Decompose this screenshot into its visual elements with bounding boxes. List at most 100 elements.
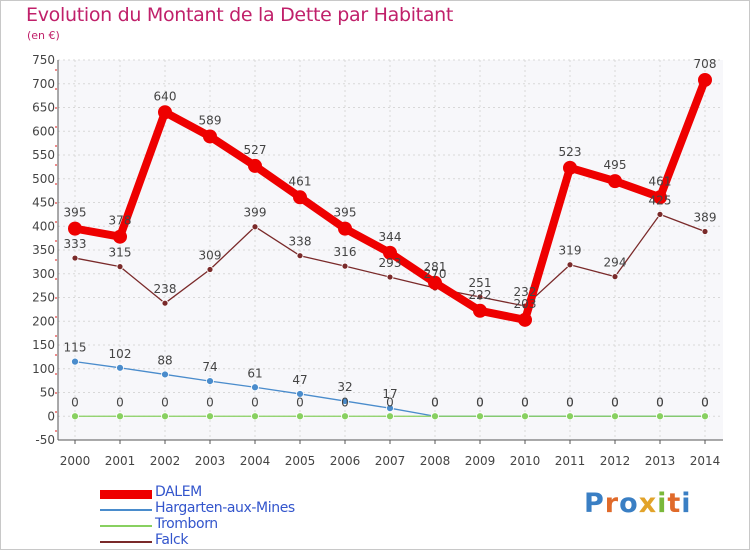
- data-point-dalem: [608, 174, 622, 189]
- data-label-tromborn: 0: [116, 395, 124, 409]
- data-point-hargarten-aux-mines: [206, 377, 214, 386]
- data-label-hargarten-aux-mines: 17: [382, 387, 397, 401]
- logo-letter: r: [604, 488, 620, 519]
- data-point-dalem: [518, 312, 532, 327]
- data-point-dalem: [158, 105, 172, 120]
- data-point-falck: [251, 223, 259, 231]
- data-label-hargarten-aux-mines: 0: [611, 395, 619, 409]
- data-label-hargarten-aux-mines: 0: [521, 395, 529, 409]
- data-point-tromborn: [161, 412, 169, 421]
- data-point-tromborn: [71, 412, 79, 421]
- data-label-tromborn: 0: [476, 395, 484, 409]
- y-tick-label: 200: [32, 314, 55, 328]
- y-tick-label: 150: [32, 338, 55, 352]
- data-label-falck: 319: [559, 244, 582, 258]
- data-point-falck: [116, 263, 124, 271]
- data-label-dalem: 395: [334, 206, 357, 220]
- data-point-tromborn: [296, 412, 304, 421]
- data-label-dalem: 495: [604, 158, 627, 172]
- data-point-falck: [611, 273, 619, 281]
- data-label-hargarten-aux-mines: 74: [202, 360, 217, 374]
- data-point-dalem: [293, 190, 307, 205]
- data-label-tromborn: 0: [71, 395, 79, 409]
- y-tick-label: 500: [32, 172, 55, 186]
- data-point-dalem: [383, 245, 397, 260]
- data-label-dalem: 344: [379, 230, 402, 244]
- data-point-hargarten-aux-mines: [341, 397, 349, 405]
- data-label-hargarten-aux-mines: 0: [656, 395, 664, 409]
- data-point-dalem: [68, 221, 82, 236]
- y-tick-label: -50: [35, 433, 55, 447]
- data-label-tromborn: 0: [341, 395, 349, 409]
- data-point-dalem: [428, 275, 442, 290]
- data-point-falck: [566, 261, 574, 269]
- data-label-hargarten-aux-mines: 115: [64, 341, 87, 355]
- data-label-hargarten-aux-mines: 0: [431, 395, 439, 409]
- y-tick-label: 550: [32, 148, 55, 162]
- data-label-falck: 238: [154, 282, 177, 296]
- legend-swatch: [100, 509, 152, 511]
- data-label-dalem: 395: [64, 206, 87, 220]
- logo-letter: o: [619, 488, 639, 519]
- x-tick-label: 2004: [240, 454, 271, 468]
- data-label-falck: 294: [604, 256, 627, 270]
- data-point-tromborn: [206, 412, 214, 421]
- data-point-falck: [341, 262, 349, 270]
- legend-swatch: [100, 541, 152, 543]
- x-tick-label: 2003: [195, 454, 226, 468]
- y-tick-label: 0: [47, 409, 55, 423]
- data-label-tromborn: 0: [566, 395, 574, 409]
- data-label-dalem: 708: [694, 57, 717, 71]
- x-tick-label: 2013: [645, 454, 676, 468]
- data-point-dalem: [248, 158, 262, 173]
- data-point-falck: [161, 299, 169, 307]
- logo-letter: P: [584, 488, 605, 519]
- y-tick-label: 400: [32, 219, 55, 233]
- data-label-dalem: 527: [244, 143, 267, 157]
- x-tick-label: 2011: [555, 454, 586, 468]
- y-tick-label: 50: [40, 386, 55, 400]
- x-tick-label: 2001: [105, 454, 136, 468]
- data-label-falck: 338: [289, 235, 312, 249]
- legend-label: DALEM: [155, 484, 202, 500]
- data-point-falck: [476, 293, 484, 301]
- y-tick-label: 100: [32, 362, 55, 376]
- data-label-dalem: 523: [559, 145, 582, 159]
- data-point-tromborn: [656, 412, 664, 421]
- data-point-falck: [71, 254, 79, 262]
- data-label-tromborn: 0: [296, 395, 304, 409]
- logo-letter: t: [667, 488, 682, 519]
- data-point-hargarten-aux-mines: [71, 357, 79, 366]
- data-point-hargarten-aux-mines: [386, 404, 394, 413]
- legend-swatch: [100, 525, 152, 527]
- data-label-dalem: 461: [289, 174, 312, 188]
- data-label-dalem: 203: [514, 297, 537, 311]
- y-tick-label: 600: [32, 124, 55, 138]
- data-label-falck: 425: [649, 193, 672, 207]
- data-point-falck: [386, 273, 394, 281]
- x-tick-label: 2012: [600, 454, 631, 468]
- y-tick-label: 450: [32, 196, 55, 210]
- data-label-hargarten-aux-mines: 102: [109, 347, 132, 361]
- data-point-dalem: [563, 160, 577, 175]
- data-label-tromborn: 0: [521, 395, 529, 409]
- y-tick-label: 350: [32, 243, 55, 257]
- data-point-falck: [701, 228, 709, 235]
- x-tick-label: 2007: [375, 454, 406, 468]
- data-label-falck: 309: [199, 248, 222, 262]
- data-point-tromborn: [386, 412, 394, 421]
- data-label-hargarten-aux-mines: 0: [476, 395, 484, 409]
- data-point-dalem: [203, 129, 217, 144]
- legend-label: Hargarten-aux-Mines: [155, 500, 295, 516]
- data-label-dalem: 461: [649, 174, 672, 188]
- data-point-falck: [296, 252, 304, 260]
- data-label-falck: 232: [514, 285, 537, 299]
- data-point-dalem: [113, 229, 127, 244]
- x-tick-label: 2010: [510, 454, 541, 468]
- data-label-dalem: 281: [424, 260, 447, 274]
- x-tick-label: 2006: [330, 454, 361, 468]
- legend-swatch: [100, 489, 152, 499]
- data-label-hargarten-aux-mines: 32: [337, 380, 352, 394]
- data-point-falck: [656, 210, 664, 218]
- data-point-dalem: [653, 190, 667, 205]
